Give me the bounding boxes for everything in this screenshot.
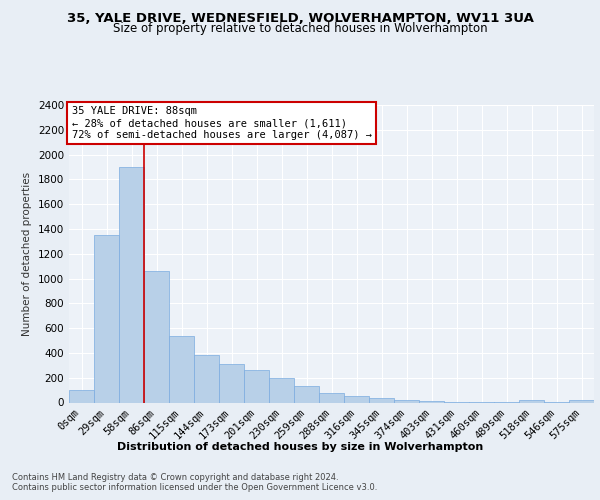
Bar — [94, 235, 119, 402]
Bar — [369, 398, 394, 402]
Bar — [169, 336, 194, 402]
Bar — [119, 167, 144, 402]
Bar — [244, 370, 269, 402]
Bar — [144, 271, 169, 402]
Bar — [269, 378, 294, 402]
Bar — [519, 400, 544, 402]
Text: 35, YALE DRIVE, WEDNESFIELD, WOLVERHAMPTON, WV11 3UA: 35, YALE DRIVE, WEDNESFIELD, WOLVERHAMPT… — [67, 12, 533, 26]
Bar — [69, 390, 94, 402]
Bar — [294, 386, 319, 402]
Y-axis label: Number of detached properties: Number of detached properties — [22, 172, 32, 336]
Bar — [219, 364, 244, 403]
Bar — [319, 392, 344, 402]
Text: 35 YALE DRIVE: 88sqm
← 28% of detached houses are smaller (1,611)
72% of semi-de: 35 YALE DRIVE: 88sqm ← 28% of detached h… — [71, 106, 371, 140]
Text: Distribution of detached houses by size in Wolverhampton: Distribution of detached houses by size … — [117, 442, 483, 452]
Bar — [569, 400, 594, 402]
Text: Size of property relative to detached houses in Wolverhampton: Size of property relative to detached ho… — [113, 22, 487, 35]
Bar — [394, 400, 419, 402]
Bar — [194, 356, 219, 403]
Bar — [419, 401, 444, 402]
Text: Contains HM Land Registry data © Crown copyright and database right 2024.: Contains HM Land Registry data © Crown c… — [12, 472, 338, 482]
Text: Contains public sector information licensed under the Open Government Licence v3: Contains public sector information licen… — [12, 484, 377, 492]
Bar — [344, 396, 369, 402]
